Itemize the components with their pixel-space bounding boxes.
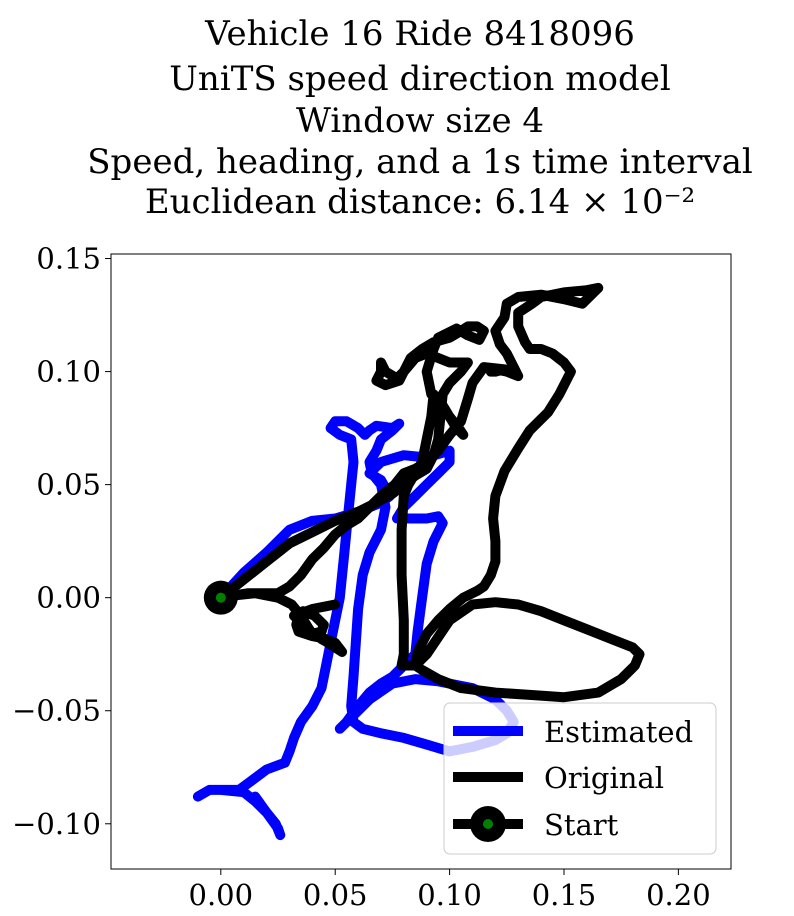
legend-label-original: Original	[544, 761, 664, 795]
x-axis-ticks: 0.00 0.05 0.10 0.15 0.20	[189, 869, 711, 912]
y-tick-label: −0.10	[12, 807, 101, 841]
series-lines	[192, 282, 645, 841]
y-tick-label: 0.05	[36, 468, 101, 502]
legend-label-estimated: Estimated	[544, 715, 693, 749]
y-tick-label: 0.10	[36, 355, 101, 389]
y-axis-ticks: 0.15 0.10 0.05 0.00 −0.05 −0.10	[12, 242, 111, 841]
legend: Estimated Original Start	[443, 702, 717, 855]
title-line-2: UniTS speed direction model	[169, 59, 670, 99]
y-tick-label: −0.05	[12, 694, 101, 728]
title-line-4: Speed, heading, and a 1s time interval	[87, 142, 752, 182]
x-tick-label: 0.10	[417, 878, 482, 912]
start-marker-group	[203, 580, 238, 615]
legend-swatch-start-inner	[483, 819, 493, 829]
legend-label-start: Start	[544, 808, 619, 842]
x-tick-label: 0.05	[303, 878, 368, 912]
plot-frame	[110, 253, 732, 870]
x-tick-label: 0.00	[189, 878, 254, 912]
y-tick-label: 0.15	[36, 242, 101, 276]
x-tick-label: 0.20	[646, 878, 711, 912]
y-tick-label: 0.00	[36, 581, 101, 615]
chart-title: Vehicle 16 Ride 8418096 UniTS speed direc…	[87, 14, 752, 222]
x-tick-label: 0.15	[532, 878, 597, 912]
legend-box	[443, 702, 717, 855]
title-line-1: Vehicle 16 Ride 8418096	[204, 14, 635, 54]
series-line-original	[215, 282, 645, 703]
start-marker-inner	[215, 592, 226, 603]
title-line-5: Euclidean distance: 6.14 × 10⁻²	[145, 182, 695, 222]
title-line-3: Window size 4	[296, 101, 544, 141]
